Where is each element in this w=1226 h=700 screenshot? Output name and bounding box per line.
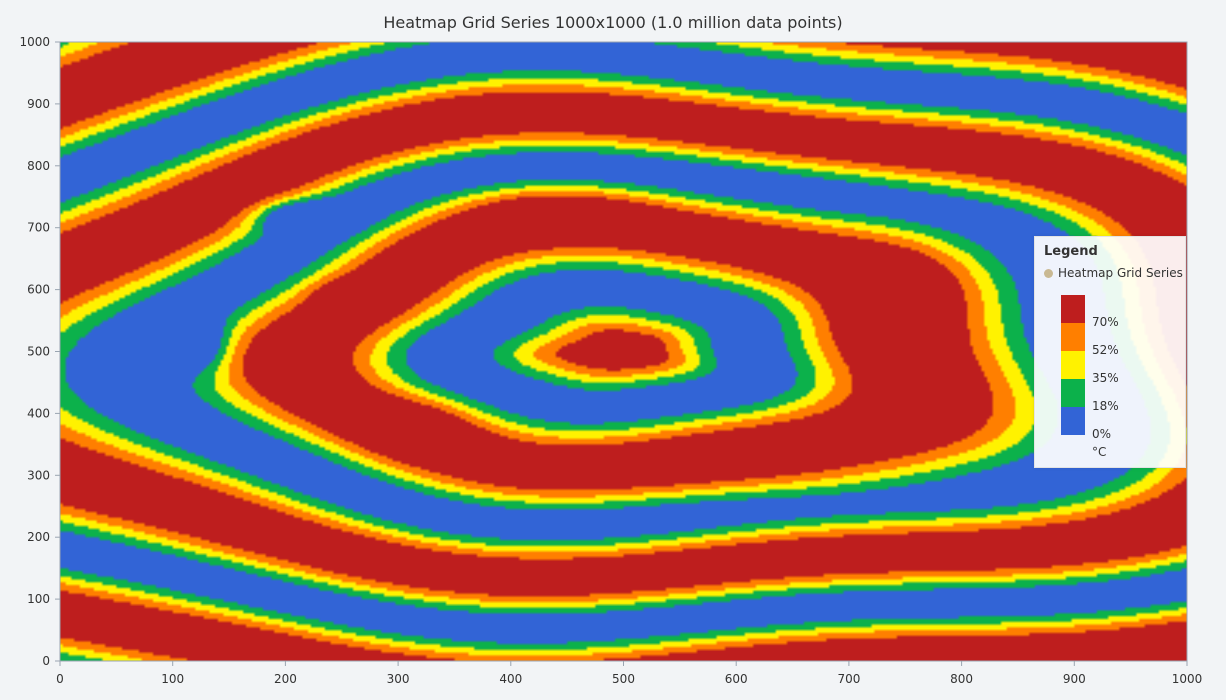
x-tick-label: 600 [725,672,748,686]
legend-stop-label: 70% [1092,315,1119,329]
y-tick-label: 1000 [19,35,50,49]
y-tick-label: 500 [27,345,50,359]
x-tick-label: 800 [950,672,973,686]
legend-color-band [1061,379,1085,407]
legend-stop-label: 52% [1092,343,1119,357]
y-tick-label: 400 [27,406,50,420]
x-tick-label: 400 [499,672,522,686]
chart-title: Heatmap Grid Series 1000x1000 (1.0 milli… [383,13,842,32]
legend-unit: °C [1092,445,1107,459]
legend-stop-label: 0% [1092,427,1112,441]
legend-color-band [1061,351,1085,379]
y-tick-label: 0 [42,654,50,668]
y-tick-label: 800 [27,159,50,173]
legend-series-label: Heatmap Grid Series [1058,266,1183,280]
x-tick-label: 1000 [1172,672,1203,686]
x-axis: 0 100 200 300 400 500 600 700 800 900 1000 [56,661,1202,686]
legend-title: Legend [1044,244,1098,259]
legend-stop-label: 18% [1092,399,1119,413]
x-tick-label: 500 [612,672,635,686]
y-axis: 0 100 200 300 400 500 600 700 800 900 1000 [19,35,60,668]
x-tick-label: 300 [387,672,410,686]
y-tick-label: 200 [27,530,50,544]
x-tick-label: 100 [161,672,184,686]
legend: Legend Heatmap Grid Series 70% 52% 35% 18% 0… [1034,236,1186,468]
heatmap-grid-image [60,42,1187,661]
legend-color-scale [1061,295,1085,435]
x-tick-label: 0 [56,672,64,686]
y-tick-label: 100 [27,592,50,606]
x-tick-label: 700 [837,672,860,686]
legend-color-band [1061,295,1085,323]
y-tick-label: 700 [27,221,50,235]
plot-area [59,41,1188,662]
x-tick-label: 200 [274,672,297,686]
legend-color-band [1061,407,1085,435]
series-marker-icon [1044,269,1053,278]
y-tick-label: 300 [27,468,50,482]
y-tick-label: 600 [27,283,50,297]
legend-series-item[interactable]: Heatmap Grid Series [1044,266,1183,280]
legend-stop-label: 35% [1092,371,1119,385]
y-tick-label: 900 [27,97,50,111]
legend-color-band [1061,323,1085,351]
x-tick-label: 900 [1063,672,1086,686]
